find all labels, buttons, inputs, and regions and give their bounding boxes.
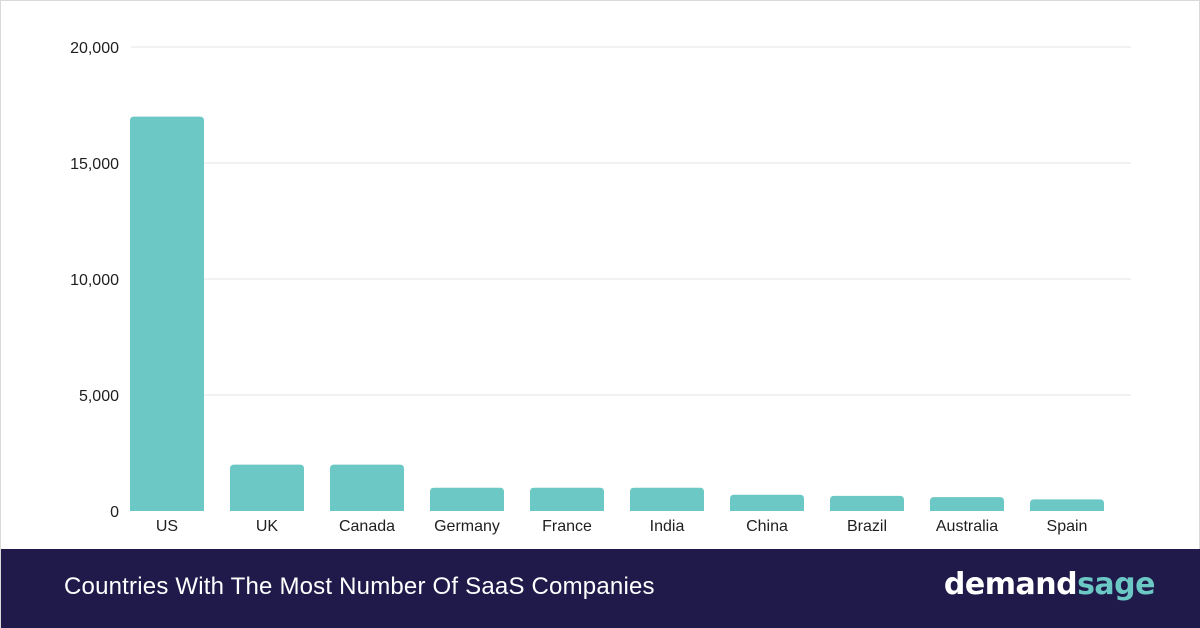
bar-chart: 0 5,000 10,000 15,000 20,000 US UK Canada Germa… bbox=[70, 40, 1131, 535]
y-axis-ticks: 0 5,000 10,000 15,000 20,000 bbox=[70, 40, 119, 521]
bar-australia[interactable] bbox=[930, 497, 1004, 511]
x-tick-label: UK bbox=[256, 518, 279, 535]
x-tick-label: France bbox=[542, 518, 592, 535]
x-tick-label: Australia bbox=[936, 518, 998, 535]
brand-logo-part1: demand bbox=[943, 567, 1078, 602]
bar-us[interactable] bbox=[130, 116, 204, 511]
y-tick-label: 0 bbox=[110, 504, 119, 521]
x-tick-label: Brazil bbox=[847, 518, 887, 535]
bars bbox=[130, 116, 1104, 511]
bar-france[interactable] bbox=[530, 487, 604, 511]
x-tick-label: US bbox=[156, 518, 178, 535]
chart-title: Countries With The Most Number Of SaaS C… bbox=[64, 573, 655, 600]
bar-uk[interactable] bbox=[230, 464, 304, 511]
bar-india[interactable] bbox=[630, 487, 704, 511]
bar-spain[interactable] bbox=[1030, 499, 1104, 511]
x-tick-label: Spain bbox=[1047, 518, 1088, 535]
y-tick-label: 5,000 bbox=[79, 388, 119, 405]
footer-banner: Countries With The Most Number Of SaaS C… bbox=[1, 549, 1200, 628]
brand-logo[interactable]: demandsage bbox=[943, 567, 1156, 602]
bar-germany[interactable] bbox=[430, 487, 504, 511]
bar-brazil[interactable] bbox=[830, 495, 904, 511]
y-tick-label: 20,000 bbox=[70, 40, 119, 57]
x-tick-label: Canada bbox=[339, 518, 395, 535]
x-tick-label: China bbox=[746, 518, 788, 535]
gridlines bbox=[131, 46, 1131, 396]
y-tick-label: 15,000 bbox=[70, 156, 119, 173]
y-tick-label: 10,000 bbox=[70, 272, 119, 289]
x-axis-ticks: US UK Canada Germany France India China Brazil A… bbox=[156, 518, 1088, 535]
x-tick-label: Germany bbox=[434, 518, 500, 535]
brand-logo-part2: sage bbox=[1077, 567, 1155, 602]
x-tick-label: India bbox=[650, 518, 685, 535]
bar-canada[interactable] bbox=[330, 464, 404, 511]
bar-china[interactable] bbox=[730, 494, 804, 511]
